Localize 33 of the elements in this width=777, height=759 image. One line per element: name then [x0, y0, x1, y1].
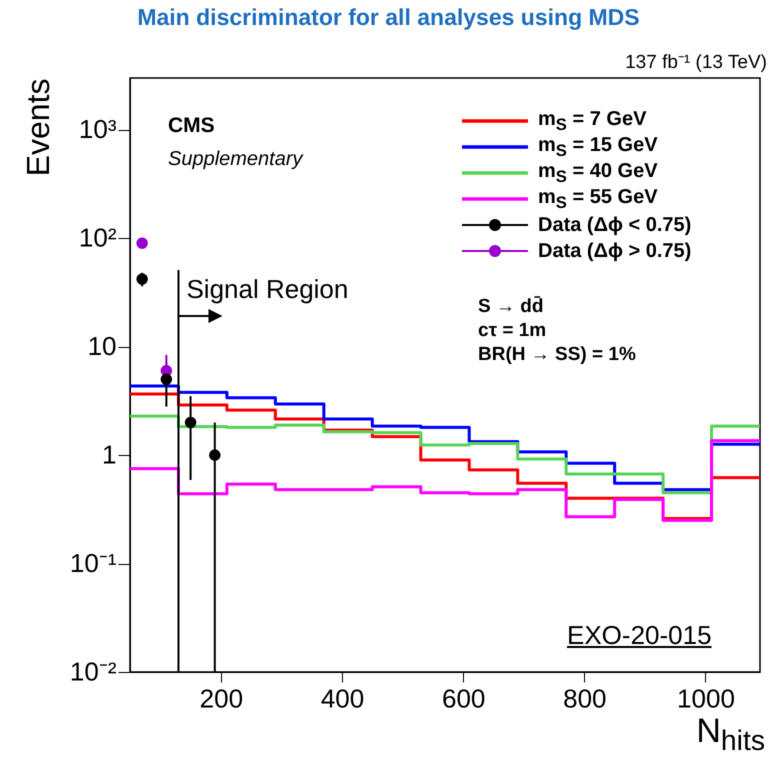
- y-axis-title: Events: [20, 78, 56, 176]
- annotation: EXO-20-015: [567, 620, 712, 651]
- x-tick-label: 400: [320, 684, 364, 714]
- legend-label: m$_{S}$ = 15 GeV: [538, 134, 658, 160]
- y-tick-label: 1: [102, 440, 116, 470]
- annotation: Supplementary: [168, 148, 303, 171]
- annotation: S → dd̄: [478, 296, 544, 318]
- point: [136, 273, 148, 285]
- legend-label: m$_{S}$ = 7 GeV: [538, 108, 646, 134]
- annotation: BR(H → SS) = 1%: [478, 344, 636, 366]
- chart-title: Main discriminator for all analyses using MDS: [136, 4, 641, 31]
- text: 137 fb⁻¹ (13 TeV): [625, 51, 767, 74]
- y-tick-label: 10: [88, 331, 116, 362]
- annotation: cτ = 1m: [478, 320, 546, 342]
- legend-label: Data (Δϕ < 0.75): [538, 214, 692, 236]
- y-tick-label: 10³: [78, 114, 117, 144]
- point: [136, 237, 148, 249]
- x-tick-label: 1000: [677, 684, 735, 714]
- y-tick-label: 10²: [78, 222, 117, 253]
- y-tick-label: 10⁻¹: [70, 548, 117, 578]
- ref-line-label: Signal Region: [186, 274, 348, 304]
- point: [209, 449, 221, 461]
- x-tick-label: 800: [563, 684, 607, 714]
- y-tick-label: 10⁻²: [70, 656, 117, 686]
- legend-label: m$_{S}$ = 55 GeV: [538, 186, 658, 212]
- point: [184, 416, 196, 428]
- legend-label: m$_{S}$ = 40 GeV: [538, 160, 658, 186]
- x-axis-title: N$_{hits}$: [696, 712, 765, 758]
- annotation: CMS: [168, 114, 215, 138]
- point: [160, 374, 172, 385]
- x-tick-label: 600: [442, 684, 486, 714]
- legend-label: Data (Δϕ > 0.75): [538, 240, 692, 262]
- x-tick-label: 200: [200, 684, 244, 714]
